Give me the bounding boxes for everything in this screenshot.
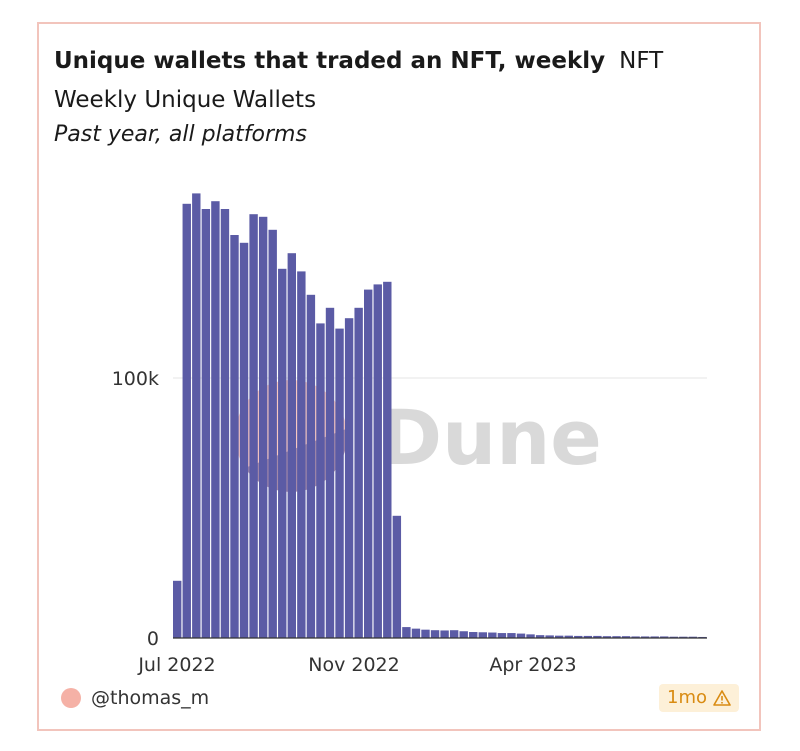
bar[interactable] xyxy=(211,201,220,638)
x-tick-label: Nov 2022 xyxy=(308,654,399,676)
age-badge-label: 1mo xyxy=(667,687,707,708)
bar[interactable] xyxy=(593,635,602,638)
bar[interactable] xyxy=(268,229,277,639)
bar[interactable] xyxy=(335,328,344,638)
bar[interactable] xyxy=(640,636,650,638)
bar[interactable] xyxy=(459,631,468,638)
bar[interactable] xyxy=(392,515,402,638)
bar[interactable] xyxy=(316,323,325,638)
bar[interactable] xyxy=(383,281,392,638)
title-row: Unique wallets that traded an NFT, weekl… xyxy=(54,42,744,120)
x-tick-label: Jul 2022 xyxy=(137,654,215,676)
bar[interactable] xyxy=(402,627,411,638)
bar[interactable] xyxy=(650,636,659,638)
bar[interactable] xyxy=(287,253,296,638)
bar[interactable] xyxy=(574,635,583,638)
bar[interactable] xyxy=(201,209,211,638)
bars xyxy=(173,193,707,639)
axes: Jul 2022 Nov 2022 Apr 2023 xyxy=(137,637,707,676)
bar[interactable] xyxy=(258,216,268,639)
bar[interactable] xyxy=(526,634,535,638)
bar[interactable] xyxy=(564,635,573,638)
chart-subtitle: Past year, all platforms xyxy=(54,122,307,147)
bar[interactable] xyxy=(679,636,688,638)
watermark-text: Dune xyxy=(379,393,602,482)
bar[interactable] xyxy=(669,636,678,638)
bar[interactable] xyxy=(173,580,182,638)
bar[interactable] xyxy=(583,635,593,638)
query-name[interactable]: NFT Weekly Unique Wallets xyxy=(54,48,664,113)
chart-title[interactable]: Unique wallets that traded an NFT, weekl… xyxy=(54,48,606,74)
bar[interactable] xyxy=(507,633,516,638)
bar[interactable] xyxy=(344,318,354,638)
bar[interactable] xyxy=(364,289,373,638)
bar[interactable] xyxy=(230,235,239,638)
warning-icon xyxy=(713,690,731,706)
bar[interactable] xyxy=(555,635,564,638)
bar[interactable] xyxy=(239,242,249,639)
bar[interactable] xyxy=(621,636,631,638)
bar[interactable] xyxy=(325,307,335,638)
bar[interactable] xyxy=(660,636,669,638)
bar[interactable] xyxy=(430,630,440,638)
bar[interactable] xyxy=(602,636,612,638)
bar[interactable] xyxy=(297,271,306,638)
bar[interactable] xyxy=(373,284,382,638)
bar[interactable] xyxy=(535,635,545,638)
bar[interactable] xyxy=(421,629,430,638)
bar[interactable] xyxy=(411,628,421,638)
bar[interactable] xyxy=(688,636,698,638)
x-tick-label: Apr 2023 xyxy=(489,654,576,676)
avatar[interactable] xyxy=(61,688,81,708)
age-badge[interactable]: 1mo xyxy=(659,684,739,712)
bar[interactable] xyxy=(478,632,487,638)
bar[interactable] xyxy=(440,630,449,638)
bar[interactable] xyxy=(192,193,201,638)
bar-chart: Dune 0 100k Jul 2022 Nov 2022 Apr 2023 xyxy=(112,193,707,676)
chart-card: Unique wallets that traded an NFT, weekl… xyxy=(37,22,761,731)
bar[interactable] xyxy=(449,630,459,638)
bar[interactable] xyxy=(306,294,316,638)
bar[interactable] xyxy=(220,209,230,638)
bar[interactable] xyxy=(612,636,621,638)
bar[interactable] xyxy=(516,633,526,638)
bar[interactable] xyxy=(278,268,287,638)
bar[interactable] xyxy=(354,307,363,638)
bar[interactable] xyxy=(182,203,191,639)
y-tick-label: 0 xyxy=(147,628,159,650)
bar[interactable] xyxy=(469,632,478,638)
y-tick-label: 100k xyxy=(112,368,159,390)
bar[interactable] xyxy=(488,632,497,638)
bar[interactable] xyxy=(545,635,554,638)
author-link[interactable]: @thomas_m xyxy=(91,687,210,709)
bar[interactable] xyxy=(497,633,507,638)
bar[interactable] xyxy=(249,214,258,638)
bar[interactable] xyxy=(631,636,640,638)
